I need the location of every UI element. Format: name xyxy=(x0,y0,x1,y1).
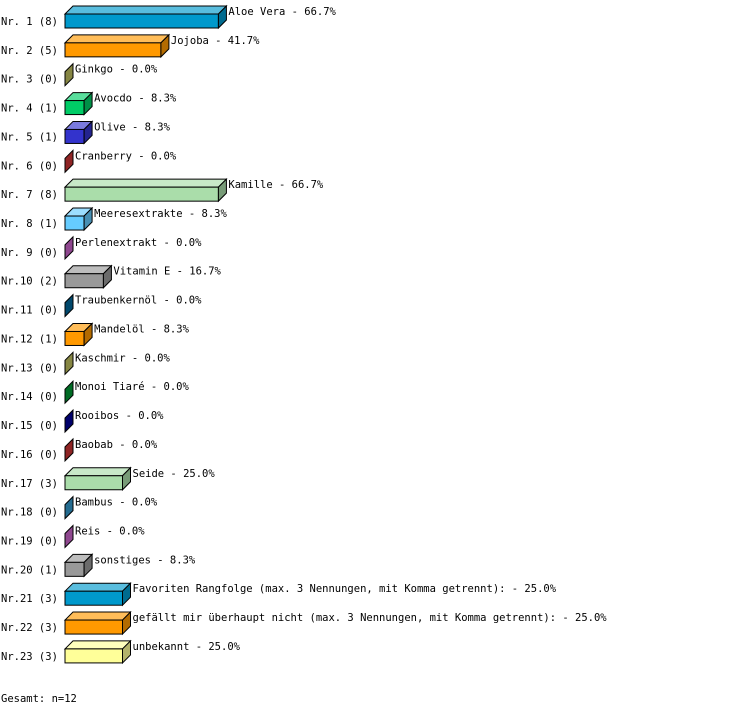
bar-side-face xyxy=(83,91,93,116)
bar xyxy=(64,42,162,58)
row-rank-label: Nr. 3 (0) xyxy=(1,74,58,86)
bar-value-label: Vitamin E - 16.7% xyxy=(113,266,221,278)
bar-value-label: Traubenkernöl - 0.0% xyxy=(75,295,202,307)
bar-side-face xyxy=(64,524,74,549)
bar-side-face xyxy=(64,351,74,376)
bar-side-face xyxy=(64,62,74,87)
bar-side-face xyxy=(64,293,74,318)
bar-top-face xyxy=(63,178,228,188)
bar-value-label: sonstiges - 8.3% xyxy=(94,554,196,566)
bar xyxy=(64,648,123,664)
row-rank-label: Nr. 6 (0) xyxy=(1,160,58,172)
row-rank-label: Nr.18 (0) xyxy=(1,507,58,519)
row-rank-label: Nr.19 (0) xyxy=(1,535,58,547)
bar-value-label: Reis - 0.0% xyxy=(75,525,145,537)
row-rank-label: Nr.16 (0) xyxy=(1,449,58,461)
bar xyxy=(64,186,219,202)
bar-top-face xyxy=(63,582,132,592)
bar-side-face xyxy=(122,639,131,665)
bar-top-face xyxy=(63,34,171,44)
row-rank-label: Nr.21 (3) xyxy=(1,593,58,605)
bar-side-face xyxy=(122,610,131,636)
bar-value-label: Mandelöl - 8.3% xyxy=(94,323,190,335)
bar-value-label: Avocdo - 8.3% xyxy=(94,93,177,105)
bar-value-label: Cranberry - 0.0% xyxy=(75,150,177,162)
row-rank-label: Nr.13 (0) xyxy=(1,362,58,374)
bar-side-face xyxy=(64,149,74,174)
bar-value-label: Ginkgo - 0.0% xyxy=(75,64,158,76)
bar-value-label: gefällt mir überhaupt nicht (max. 3 Nenn… xyxy=(133,612,608,624)
bar-value-label: Kaschmir - 0.0% xyxy=(75,352,171,364)
bar-value-label: Kamille - 66.7% xyxy=(228,179,324,191)
row-rank-label: Nr.20 (1) xyxy=(1,564,58,576)
row-rank-label: Nr.12 (1) xyxy=(1,333,58,345)
row-rank-label: Nr.10 (2) xyxy=(1,276,58,288)
row-rank-label: Nr. 1 (8) xyxy=(1,16,58,28)
bar-value-label: Jojoba - 41.7% xyxy=(171,35,260,47)
bar-side-face xyxy=(64,437,74,463)
bar-side-face xyxy=(83,553,93,578)
bar-side-face xyxy=(64,235,74,261)
total-label: Gesamt: n=12 xyxy=(1,693,77,705)
bar-side-face xyxy=(83,206,93,232)
row-rank-label: Nr. 5 (1) xyxy=(1,131,58,143)
bar-value-label: Meeresextrakte - 8.3% xyxy=(94,208,227,220)
bar-top-face xyxy=(63,611,132,621)
bar xyxy=(64,100,85,116)
bar-side-face xyxy=(217,177,227,203)
bar-value-label: Baobab - 0.0% xyxy=(75,439,158,451)
bar-side-face xyxy=(160,33,170,59)
row-rank-label: Nr. 4 (1) xyxy=(1,103,58,115)
bar-value-label: Olive - 8.3% xyxy=(94,121,171,133)
bar-side-face xyxy=(64,408,74,434)
bar-top-face xyxy=(63,5,228,15)
row-rank-label: Nr. 8 (1) xyxy=(1,218,58,230)
bar xyxy=(64,13,219,29)
bar-top-face xyxy=(63,640,132,650)
bar-value-label: Favoriten Rangfolge (max. 3 Nennungen, m… xyxy=(133,583,557,595)
bar xyxy=(64,330,85,346)
bar-side-face xyxy=(217,4,227,30)
row-rank-label: Nr. 2 (5) xyxy=(1,45,58,57)
bar-side-face xyxy=(102,264,112,289)
row-rank-label: Nr.11 (0) xyxy=(1,305,58,317)
bar-side-face xyxy=(122,466,131,491)
row-rank-label: Nr.15 (0) xyxy=(1,420,58,432)
row-rank-label: Nr.17 (3) xyxy=(1,478,58,490)
bar-side-face xyxy=(83,322,93,347)
row-rank-label: Nr.22 (3) xyxy=(1,622,58,634)
row-rank-label: Nr. 9 (0) xyxy=(1,247,58,259)
bar-value-label: Seide - 25.0% xyxy=(133,468,216,480)
bar-value-label: Perlenextrakt - 0.0% xyxy=(75,237,202,249)
bar-side-face xyxy=(64,379,74,405)
bar-value-label: unbekannt - 25.0% xyxy=(133,641,241,653)
row-rank-label: Nr. 7 (8) xyxy=(1,189,58,201)
bar-value-label: Aloe Vera - 66.7% xyxy=(228,6,336,18)
bar xyxy=(64,128,85,144)
bar-side-face xyxy=(122,581,131,607)
bar xyxy=(64,619,123,635)
bar-side-face xyxy=(64,495,74,520)
bar-value-label: Rooibos - 0.0% xyxy=(75,410,164,422)
row-rank-label: Nr.23 (3) xyxy=(1,651,58,663)
bar-value-label: Monoi Tiaré - 0.0% xyxy=(75,381,189,393)
bar xyxy=(64,215,85,231)
bar-value-label: Bambus - 0.0% xyxy=(75,497,158,509)
bar-top-face xyxy=(63,467,132,477)
bar xyxy=(64,273,104,289)
bar xyxy=(64,590,123,606)
bar xyxy=(64,561,85,577)
bar xyxy=(64,475,123,491)
bar-side-face xyxy=(83,120,93,145)
row-rank-label: Nr.14 (0) xyxy=(1,391,58,403)
